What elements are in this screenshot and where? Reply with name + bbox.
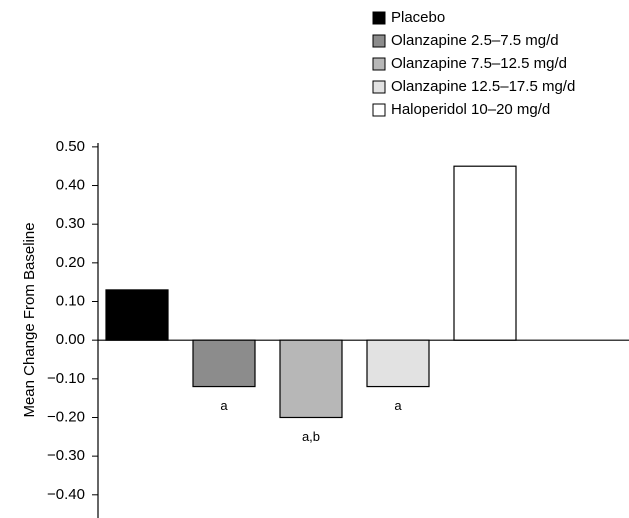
legend-label: Olanzapine 7.5–12.5 mg/d bbox=[391, 55, 567, 72]
legend-label: Olanzapine 12.5–17.5 mg/d bbox=[391, 78, 575, 95]
annotation: a,b bbox=[302, 429, 320, 444]
legend-swatch bbox=[372, 80, 386, 94]
bar bbox=[453, 165, 517, 341]
y-tick-label: 0.00 bbox=[56, 331, 85, 348]
y-tick-label: −0.20 bbox=[47, 408, 85, 425]
y-axis-label: Mean Change From Baseline bbox=[21, 222, 38, 417]
y-tick-label: 0.20 bbox=[56, 254, 85, 271]
legend-swatch bbox=[372, 34, 386, 48]
y-tick-label: 0.50 bbox=[56, 138, 85, 155]
y-tick-label: 0.10 bbox=[56, 292, 85, 309]
y-tick-label: 0.30 bbox=[56, 215, 85, 232]
legend-swatch bbox=[372, 11, 386, 25]
legend-label: Olanzapine 2.5–7.5 mg/d bbox=[391, 32, 559, 49]
y-tick-label: −0.40 bbox=[47, 486, 85, 503]
annotation: a bbox=[394, 398, 402, 413]
legend-swatch bbox=[372, 57, 386, 71]
legend-swatch bbox=[372, 103, 386, 117]
bar bbox=[105, 289, 169, 341]
legend-label: Placebo bbox=[391, 9, 445, 26]
y-tick-label: 0.40 bbox=[56, 176, 85, 193]
bar bbox=[366, 339, 430, 388]
y-tick-label: −0.10 bbox=[47, 370, 85, 387]
annotation: a bbox=[220, 398, 228, 413]
y-tick-label: −0.30 bbox=[47, 447, 85, 464]
legend-label: Haloperidol 10–20 mg/d bbox=[391, 101, 550, 118]
bar bbox=[192, 339, 256, 388]
bar bbox=[279, 339, 343, 419]
